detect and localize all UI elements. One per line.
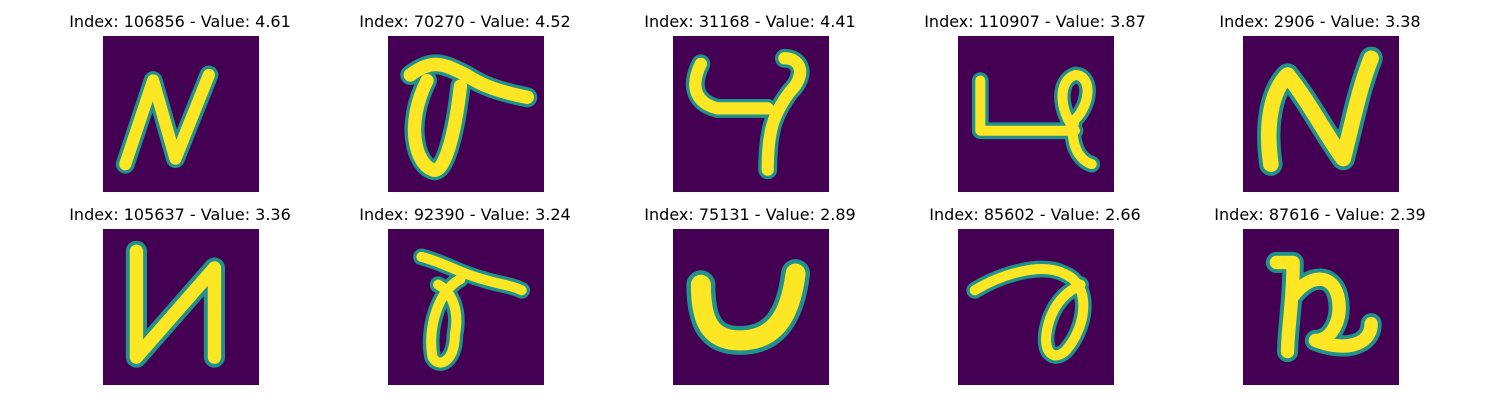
handwritten-n-glyph-icon [103, 36, 259, 192]
handwritten-loop-arm-glyph-icon [388, 36, 544, 192]
panel-title: Index: 70270 - Value: 4.52 [335, 12, 595, 32]
image-panel-6: Index: 105637 - Value: 3.36 [50, 205, 310, 395]
panel-title: Index: 75131 - Value: 2.89 [620, 205, 880, 225]
handwritten-loop-arm-glyph-icon [388, 229, 544, 385]
panel-title: Index: 31168 - Value: 4.41 [620, 12, 880, 32]
image-panel-1: Index: 106856 - Value: 4.61 [50, 12, 310, 202]
handwritten-n-glyph-icon [103, 229, 259, 385]
panel-title: Index: 2906 - Value: 3.38 [1190, 12, 1450, 32]
image-panel-9: Index: 85602 - Value: 2.66 [905, 205, 1165, 395]
image-panel-3: Index: 31168 - Value: 4.41 [620, 12, 880, 202]
handwritten-n-glyph-icon [1243, 229, 1399, 385]
panel-title: Index: 92390 - Value: 3.24 [335, 205, 595, 225]
panel-title: Index: 85602 - Value: 2.66 [905, 205, 1165, 225]
handwritten-u-glyph-icon [673, 229, 829, 385]
panel-title: Index: 110907 - Value: 3.87 [905, 12, 1165, 32]
image-panel-8: Index: 75131 - Value: 2.89 [620, 205, 880, 395]
image-panel-4: Index: 110907 - Value: 3.87 [905, 12, 1165, 202]
handwritten-loop-glyph-icon [958, 229, 1114, 385]
panel-title: Index: 106856 - Value: 4.61 [50, 12, 310, 32]
image-panel-2: Index: 70270 - Value: 4.52 [335, 12, 595, 202]
panel-title: Index: 105637 - Value: 3.36 [50, 205, 310, 225]
handwritten-n-glyph-icon [1243, 36, 1399, 192]
image-panel-10: Index: 87616 - Value: 2.39 [1190, 205, 1450, 395]
image-panel-5: Index: 2906 - Value: 3.38 [1190, 12, 1450, 202]
handwritten-loop-glyph-icon [958, 36, 1114, 192]
panel-title: Index: 87616 - Value: 2.39 [1190, 205, 1450, 225]
image-panel-7: Index: 92390 - Value: 3.24 [335, 205, 595, 395]
handwritten-4-glyph-icon [673, 36, 829, 192]
